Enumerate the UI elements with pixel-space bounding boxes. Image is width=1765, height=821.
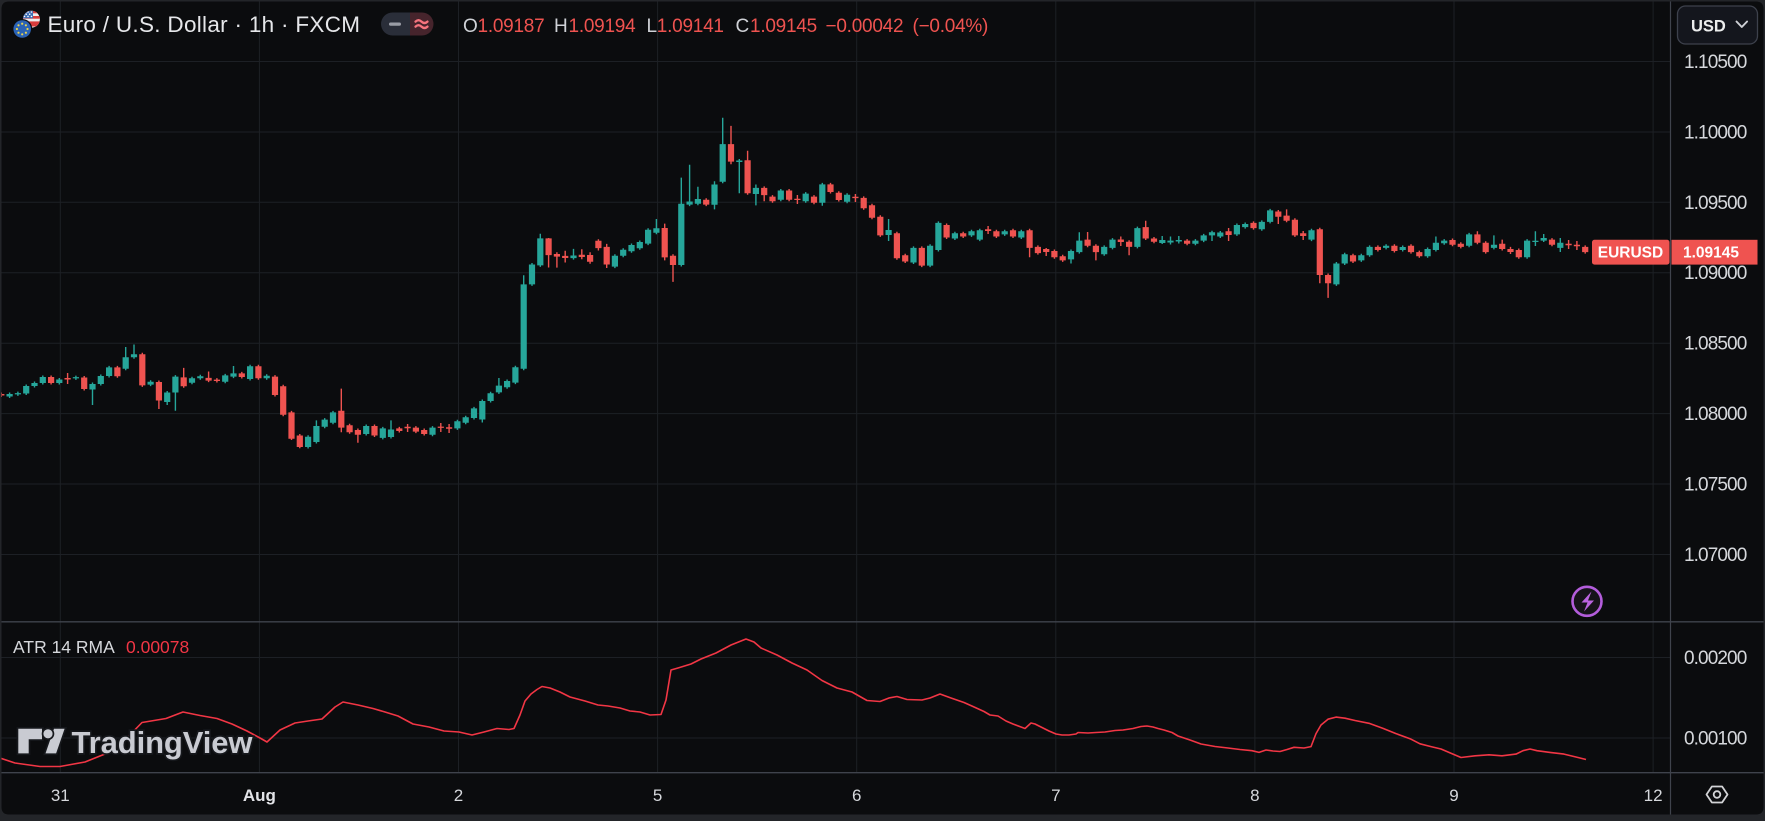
svg-text:1.08500: 1.08500	[1684, 334, 1747, 355]
svg-text:1.09194: 1.09194	[569, 16, 637, 37]
svg-text:USD: USD	[1691, 18, 1726, 36]
svg-text:1.07000: 1.07000	[1684, 545, 1747, 566]
svg-text:7: 7	[1051, 786, 1060, 805]
svg-text:8: 8	[1250, 786, 1259, 805]
svg-text:O: O	[463, 16, 478, 37]
svg-text:0.00078: 0.00078	[126, 637, 189, 657]
svg-text:ATR 14 RMA: ATR 14 RMA	[13, 637, 115, 657]
svg-text:−0.00042: −0.00042	[826, 16, 904, 37]
svg-text:1.09500: 1.09500	[1684, 193, 1747, 214]
svg-text:1.07500: 1.07500	[1684, 475, 1747, 496]
svg-text:1.09145: 1.09145	[1683, 244, 1739, 261]
svg-text:TradingView: TradingView	[72, 725, 254, 760]
svg-text:(−0.04%): (−0.04%)	[913, 16, 989, 37]
svg-text:H: H	[554, 16, 567, 37]
svg-text:9: 9	[1449, 786, 1458, 805]
svg-text:C: C	[736, 16, 749, 37]
svg-text:1.10000: 1.10000	[1684, 123, 1747, 144]
svg-text:1.08000: 1.08000	[1684, 404, 1747, 425]
svg-text:1.09187: 1.09187	[478, 16, 545, 37]
svg-text:12: 12	[1644, 786, 1663, 805]
svg-text:2: 2	[454, 786, 463, 805]
svg-text:L: L	[647, 16, 657, 37]
svg-text:1.09141: 1.09141	[657, 16, 724, 37]
svg-text:1.09000: 1.09000	[1684, 263, 1747, 284]
svg-text:31: 31	[51, 786, 70, 805]
svg-text:1.09145: 1.09145	[750, 16, 817, 37]
svg-text:EURUSD: EURUSD	[1598, 244, 1663, 261]
svg-text:Euro / U.S. Dollar · 1h · FXCM: Euro / U.S. Dollar · 1h · FXCM	[48, 12, 361, 37]
svg-text:Aug: Aug	[243, 786, 276, 805]
svg-text:0.00100: 0.00100	[1684, 729, 1747, 750]
svg-text:0.00200: 0.00200	[1684, 648, 1747, 669]
svg-text:5: 5	[653, 786, 662, 805]
svg-text:6: 6	[852, 786, 861, 805]
svg-text:1.10500: 1.10500	[1684, 52, 1747, 73]
